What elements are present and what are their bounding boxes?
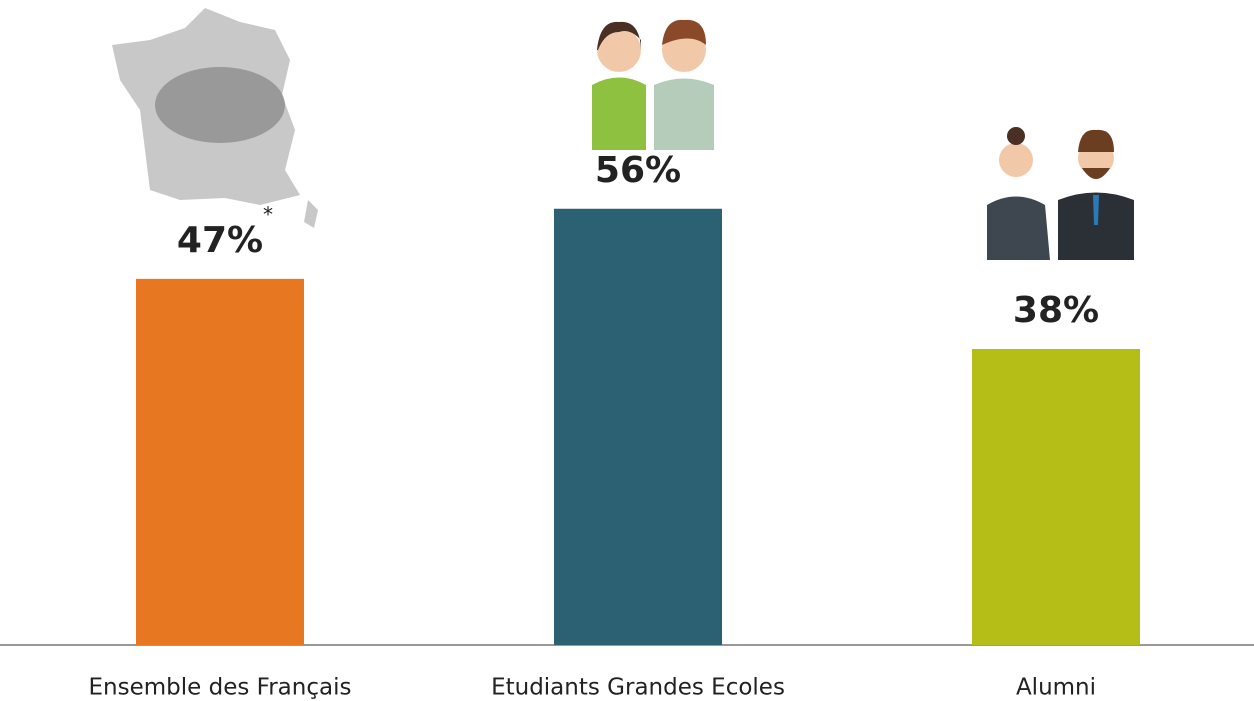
alumni-icon	[987, 127, 1134, 260]
students-icon	[592, 19, 714, 150]
bar	[972, 348, 1140, 645]
category-label: Alumni	[1016, 675, 1096, 701]
value-label: 47%	[177, 220, 263, 261]
value-label: 56%	[595, 150, 681, 191]
france-map-icon	[112, 8, 318, 228]
category-label: Ensemble des Français	[89, 675, 352, 701]
value-label: 38%	[1013, 290, 1099, 331]
bar	[136, 278, 304, 645]
bar	[554, 208, 722, 645]
category-label: Etudiants Grandes Ecoles	[491, 675, 785, 701]
annotation: *	[263, 203, 273, 227]
